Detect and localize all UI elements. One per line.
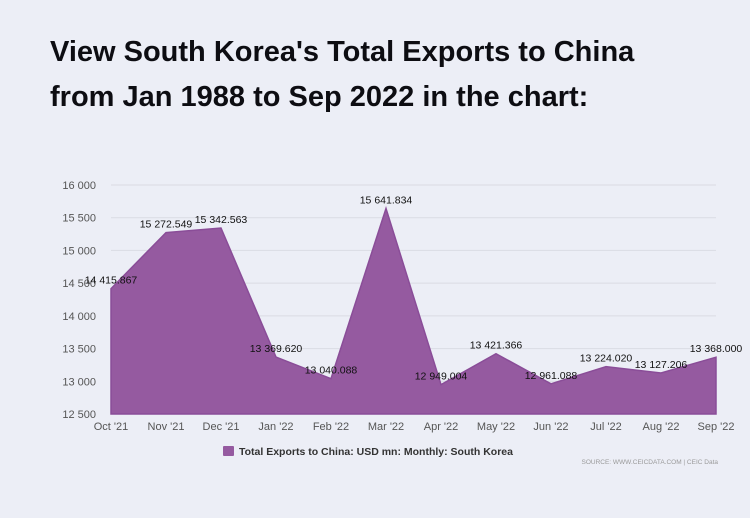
- x-tick-label: Apr '22: [424, 421, 459, 433]
- series-area: [110, 205, 717, 415]
- y-tick-label: 16 000: [62, 180, 96, 192]
- data-label: 13 224.020: [580, 353, 633, 365]
- y-tick-label: 15 500: [62, 213, 96, 225]
- data-label: 15 641.834: [360, 194, 413, 206]
- data-label: 13 368.000: [690, 343, 743, 355]
- chart-title-line-2: from Jan 1988 to Sep 2022 in the chart:: [50, 81, 589, 113]
- data-label: 15 272.549: [140, 219, 193, 231]
- data-label: 14 415.867: [85, 275, 138, 287]
- x-tick-label: Oct '21: [94, 421, 129, 433]
- y-tick-label: 15 000: [62, 245, 96, 257]
- x-tick-label: Aug '22: [643, 421, 680, 433]
- legend-swatch: [223, 446, 234, 456]
- data-labels: 14 415.867 15 272.549 15 342.563 13 369.620…: [85, 194, 743, 382]
- data-label: 13 127.206: [635, 359, 688, 371]
- x-tick-label: Jan '22: [258, 421, 293, 433]
- x-tick-label: Mar '22: [368, 421, 404, 433]
- x-tick-label: Feb '22: [313, 421, 349, 433]
- data-label: 13 369.620: [250, 343, 303, 355]
- x-tick-label: Sep '22: [698, 421, 735, 433]
- x-tick-label: Jun '22: [533, 421, 568, 433]
- y-axis-ticks: 12 500 13 000 13 500 14 000 14 500 15 000 15 5…: [62, 180, 96, 421]
- data-label: 13 040.088: [305, 365, 358, 377]
- data-label: 13 421.366: [470, 340, 523, 352]
- chart-title-line-1: View South Korea's Total Exports to Chin…: [50, 36, 635, 68]
- chart-title: View South Korea's Total Exports to Chin…: [50, 30, 730, 120]
- legend[interactable]: Total Exports to China: USD mn: Monthly:…: [223, 446, 513, 458]
- source-note: SOURCE: WWW.CEICDATA.COM | CEIC Data: [581, 459, 718, 466]
- x-axis-ticks: Oct '21 Nov '21 Dec '21 Jan '22 Feb '22 Mar '…: [94, 421, 735, 433]
- y-tick-label: 12 500: [62, 409, 96, 421]
- y-tick-label: 13 500: [62, 344, 96, 356]
- y-tick-label: 14 000: [62, 311, 96, 323]
- data-label: 12 949.004: [415, 371, 468, 383]
- series-area-fill: [110, 205, 717, 415]
- legend-label: Total Exports to China: USD mn: Monthly:…: [239, 446, 513, 458]
- data-label: 12 961.088: [525, 370, 578, 382]
- data-label: 15 342.563: [195, 214, 248, 226]
- x-tick-label: Jul '22: [590, 421, 621, 433]
- x-tick-label: Nov '21: [148, 421, 185, 433]
- x-tick-label: May '22: [477, 421, 515, 433]
- x-tick-label: Dec '21: [203, 421, 240, 433]
- y-tick-label: 13 000: [62, 376, 96, 388]
- y-tick-label: 14 500: [62, 278, 96, 290]
